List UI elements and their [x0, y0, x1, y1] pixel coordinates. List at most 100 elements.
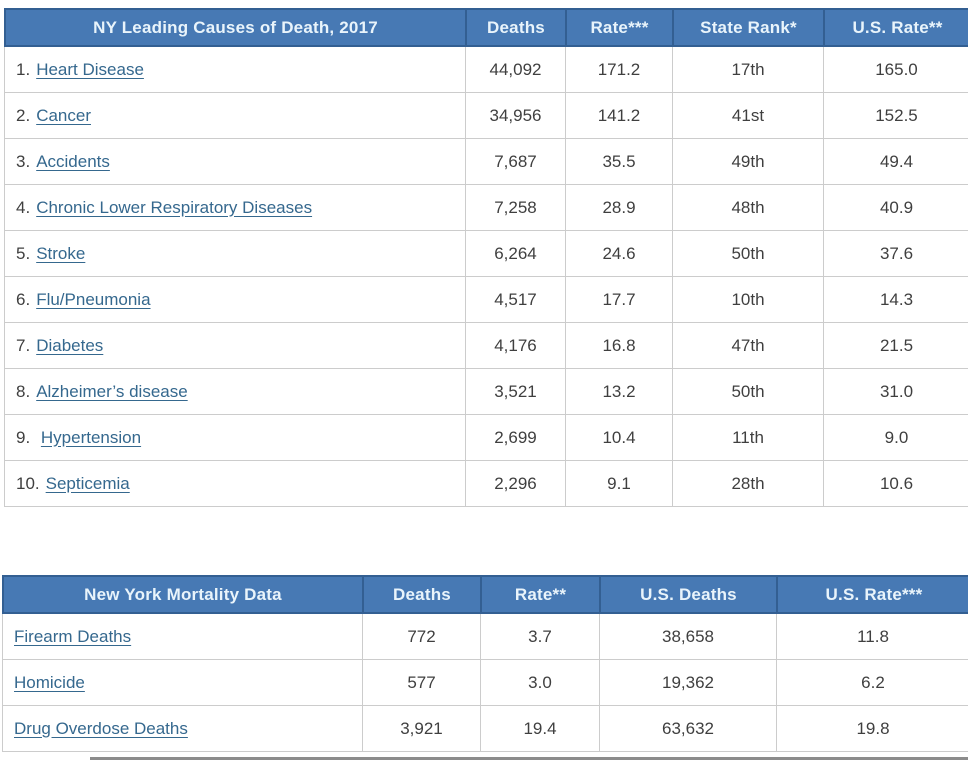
rate-value: 3.7: [481, 614, 600, 659]
table-row-chronic-lower-respiratory: 4. Chronic Lower Respiratory Diseases 7,…: [4, 185, 968, 231]
state-rank-value: 50th: [673, 369, 824, 414]
rate-value: 141.2: [566, 93, 673, 138]
cause-link-chronic-lower-respiratory[interactable]: Chronic Lower Respiratory Diseases: [36, 197, 313, 217]
cause-link-cancer[interactable]: Cancer: [36, 105, 91, 125]
rank-label: 3.: [16, 151, 31, 171]
table-row-cancer: 2. Cancer 34,956 141.2 41st 152.5: [4, 93, 968, 139]
rate-value: 19.4: [481, 706, 600, 751]
cause-cell: 10. Septicemia: [5, 461, 466, 506]
us-rate-value: 152.5: [875, 105, 918, 125]
table-row-flu-pneumonia: 6. Flu/Pneumonia 4,517 17.7 10th 14.3: [4, 277, 968, 323]
cause-link-diabetes[interactable]: Diabetes: [36, 335, 104, 355]
deaths-value: 7,687: [466, 139, 566, 184]
rank-label: 4.: [16, 197, 31, 217]
table-row-alzheimers: 8. Alzheimer’s disease 3,521 13.2 50th 3…: [4, 369, 968, 415]
column-header-rate: Rate***: [567, 10, 674, 45]
rank-label: 2.: [16, 105, 31, 125]
cause-link-heart-disease[interactable]: Heart Disease: [36, 59, 144, 79]
rate-value: 24.6: [566, 231, 673, 276]
us-rate-value: 37.6: [879, 243, 914, 263]
us-rate-value: 9.0: [884, 427, 909, 447]
cause-cell: 9. Hypertension: [5, 415, 466, 460]
cause-link-accidents[interactable]: Accidents: [36, 151, 110, 171]
rank-label: 6.: [16, 289, 31, 309]
deaths-value: 2,296: [466, 461, 566, 506]
state-rank-value: 10th: [673, 277, 824, 322]
cause-cell: 2. Cancer: [5, 93, 466, 138]
us-deaths-value: 63,632: [600, 706, 777, 751]
cause-cell: Drug Overdose Deaths: [3, 706, 363, 751]
rank-label: 9.: [16, 427, 35, 447]
cause-link-flu-pneumonia[interactable]: Flu/Pneumonia: [36, 289, 151, 309]
deaths-value: 7,258: [466, 185, 566, 230]
state-rank-value: 41st: [673, 93, 824, 138]
table-row-hypertension: 9. Hypertension 2,699 10.4 11th 9.0: [4, 415, 968, 461]
table-row-diabetes: 7. Diabetes 4,176 16.8 47th 21.5: [4, 323, 968, 369]
us-deaths-value: 19,362: [600, 660, 777, 705]
rank-label: 7.: [16, 335, 31, 355]
cause-link-hypertension[interactable]: Hypertension: [40, 427, 142, 447]
table-row-stroke: 5. Stroke 6,264 24.6 50th 37.6: [4, 231, 968, 277]
us-rate-value: 14.3: [879, 289, 914, 309]
table-row-heart-disease: 1. Heart Disease 44,092 171.2 17th 165.0: [4, 47, 968, 93]
leading-causes-table: NY Leading Causes of Death, 2017 Deaths …: [4, 8, 968, 507]
state-rank-value: 47th: [673, 323, 824, 368]
us-rate-value: 21.5: [879, 335, 914, 355]
cause-cell: 1. Heart Disease: [5, 47, 466, 92]
rate-value: 10.4: [566, 415, 673, 460]
rank-label: 5.: [16, 243, 31, 263]
cause-link-alzheimers[interactable]: Alzheimer’s disease: [36, 381, 188, 401]
state-rank-value: 48th: [673, 185, 824, 230]
us-rate-value: 165.0: [875, 59, 918, 79]
rate-value: 13.2: [566, 369, 673, 414]
table2-title: New York Mortality Data: [4, 577, 364, 612]
us-rate-value: 11.8: [857, 626, 889, 646]
cause-cell: Firearm Deaths: [3, 614, 363, 659]
column-header-rate: Rate**: [482, 577, 601, 612]
rate-value: 9.1: [566, 461, 673, 506]
cause-link-firearm-deaths[interactable]: Firearm Deaths: [14, 626, 132, 646]
column-header-us-deaths: U.S. Deaths: [601, 577, 778, 612]
mortality-header-row: New York Mortality Data Deaths Rate** U.…: [2, 575, 968, 614]
cause-link-septicemia[interactable]: Septicemia: [45, 473, 130, 493]
table-row-accidents: 3. Accidents 7,687 35.5 49th 49.4: [4, 139, 968, 185]
column-header-deaths: Deaths: [364, 577, 482, 612]
rank-label: 1.: [16, 59, 31, 79]
cause-link-homicide[interactable]: Homicide: [14, 672, 85, 692]
cause-cell: 3. Accidents: [5, 139, 466, 184]
table-row-homicide: Homicide 577 3.0 19,362 6.2: [2, 660, 968, 706]
rate-value: 28.9: [566, 185, 673, 230]
us-rate-value: 49.4: [879, 151, 914, 171]
leading-causes-header-row: NY Leading Causes of Death, 2017 Deaths …: [4, 8, 968, 47]
cause-cell: 4. Chronic Lower Respiratory Diseases: [5, 185, 466, 230]
table1-title: NY Leading Causes of Death, 2017: [6, 10, 467, 45]
state-rank-value: 50th: [673, 231, 824, 276]
state-rank-value: 11th: [673, 415, 824, 460]
mortality-data-table: New York Mortality Data Deaths Rate** U.…: [2, 575, 968, 752]
rate-value: 35.5: [566, 139, 673, 184]
page-bottom-divider: [90, 757, 968, 760]
deaths-value: 577: [363, 660, 481, 705]
deaths-value: 2,699: [466, 415, 566, 460]
table-row-septicemia: 10. Septicemia 2,296 9.1 28th 10.6: [4, 461, 968, 507]
deaths-value: 4,517: [466, 277, 566, 322]
cause-link-stroke[interactable]: Stroke: [36, 243, 86, 263]
state-rank-value: 28th: [673, 461, 824, 506]
us-rate-value: 10.6: [879, 473, 914, 493]
cause-link-drug-overdose-deaths[interactable]: Drug Overdose Deaths: [14, 718, 188, 738]
deaths-value: 3,521: [466, 369, 566, 414]
rank-label: 8.: [16, 381, 31, 401]
column-header-us-rate: U.S. Rate***: [825, 584, 923, 604]
state-rank-value: 17th: [673, 47, 824, 92]
us-rate-value: 19.8: [856, 718, 890, 738]
deaths-value: 772: [363, 614, 481, 659]
table-row-drug-overdose-deaths: Drug Overdose Deaths 3,921 19.4 63,632 1…: [2, 706, 968, 752]
cause-cell: Homicide: [3, 660, 363, 705]
deaths-value: 4,176: [466, 323, 566, 368]
state-rank-value: 49th: [673, 139, 824, 184]
rate-value: 16.8: [566, 323, 673, 368]
deaths-value: 6,264: [466, 231, 566, 276]
column-header-state-rank: State Rank*: [674, 10, 825, 45]
us-rate-value: 6.2: [861, 672, 885, 692]
